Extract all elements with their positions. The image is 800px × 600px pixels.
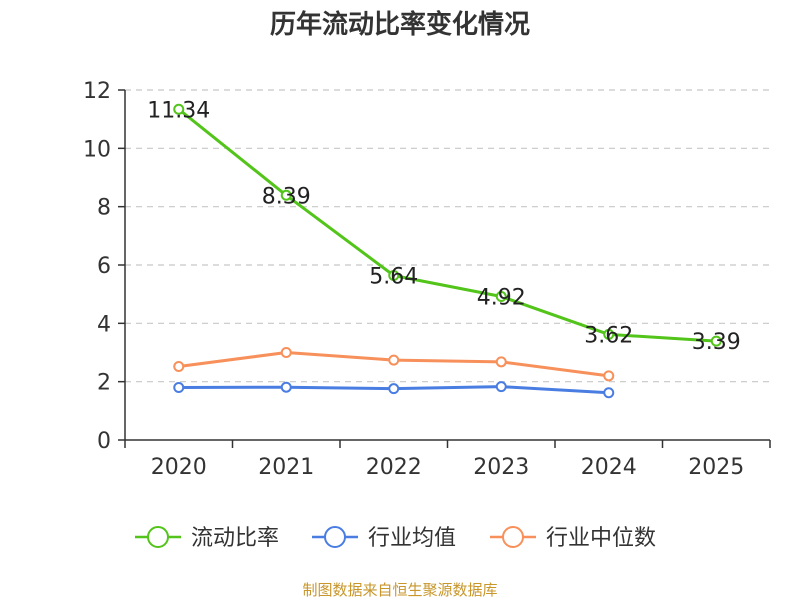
x-tick-label-2024: 2024 bbox=[581, 455, 637, 480]
data-label-2021: 8.39 bbox=[262, 184, 311, 209]
y-tick-label-8: 8 bbox=[97, 196, 111, 221]
legend-label-1: 行业均值 bbox=[368, 526, 456, 551]
point-0-2025 bbox=[710, 335, 722, 347]
y-tick-label-12: 12 bbox=[83, 79, 111, 104]
legend-marker-0 bbox=[147, 526, 169, 548]
y-tick-label-0: 0 bbox=[97, 429, 111, 454]
point-0-2024 bbox=[603, 328, 615, 340]
point-2-2021 bbox=[280, 347, 292, 358]
legend-item-1[interactable]: 行业均值 bbox=[312, 526, 456, 551]
y-tick-label-10: 10 bbox=[83, 137, 111, 162]
chart-title: 历年流动比率变化情况 bbox=[270, 9, 530, 40]
x-tick-label-2020: 2020 bbox=[151, 455, 207, 480]
point-1-2024 bbox=[603, 387, 615, 399]
source-note: 制图数据来自恒生聚源数据库 bbox=[302, 581, 497, 599]
point-2-2024 bbox=[603, 370, 615, 382]
legend-marker-1 bbox=[324, 526, 346, 548]
point-2-2022 bbox=[388, 354, 400, 366]
data-labels: 11.34 8.39 5.64 4.92 3.62 3.39 bbox=[147, 98, 740, 355]
point-0-2020 bbox=[173, 103, 185, 115]
point-2-2020 bbox=[173, 361, 185, 372]
data-label-2023: 4.92 bbox=[477, 286, 526, 311]
y-tick-label-6: 6 bbox=[97, 254, 111, 279]
point-1-2022 bbox=[388, 383, 400, 395]
data-label-2024: 3.62 bbox=[584, 323, 633, 348]
legend-label-2: 行业中位数 bbox=[546, 526, 656, 551]
point-0-2022 bbox=[388, 270, 400, 281]
x-tick-label-2025: 2025 bbox=[688, 455, 744, 480]
legend-item-2[interactable]: 行业中位数 bbox=[490, 526, 656, 551]
y-tick-label-4: 4 bbox=[97, 312, 111, 337]
point-2-2023 bbox=[495, 356, 507, 368]
data-label-2020: 11.34 bbox=[147, 98, 210, 123]
point-1-2021 bbox=[280, 381, 292, 393]
point-1-2020 bbox=[173, 382, 185, 393]
data-label-2022: 5.64 bbox=[369, 265, 418, 290]
legend-marker-2 bbox=[502, 526, 524, 548]
x-tick-label-2021: 2021 bbox=[258, 455, 314, 480]
series-layer bbox=[173, 103, 722, 399]
x-tick-label-2022: 2022 bbox=[366, 455, 422, 480]
x-tick-label-2023: 2023 bbox=[473, 455, 529, 480]
point-1-2023 bbox=[495, 381, 507, 393]
axes: 0 2 4 6 8 10 12 2020 2021 2022 2023 2024 2025 bbox=[83, 79, 771, 480]
series-line-0 bbox=[177, 108, 717, 343]
y-tick-label-2: 2 bbox=[97, 371, 111, 396]
legend[interactable]: 流动比率 行业均值 行业中位数 bbox=[135, 526, 656, 551]
legend-label-0: 流动比率 bbox=[191, 526, 279, 551]
point-0-2023 bbox=[495, 291, 507, 302]
data-label-2025: 3.39 bbox=[692, 330, 741, 355]
legend-item-0[interactable]: 流动比率 bbox=[135, 526, 279, 551]
point-0-2021 bbox=[280, 189, 292, 201]
grid bbox=[125, 89, 770, 383]
